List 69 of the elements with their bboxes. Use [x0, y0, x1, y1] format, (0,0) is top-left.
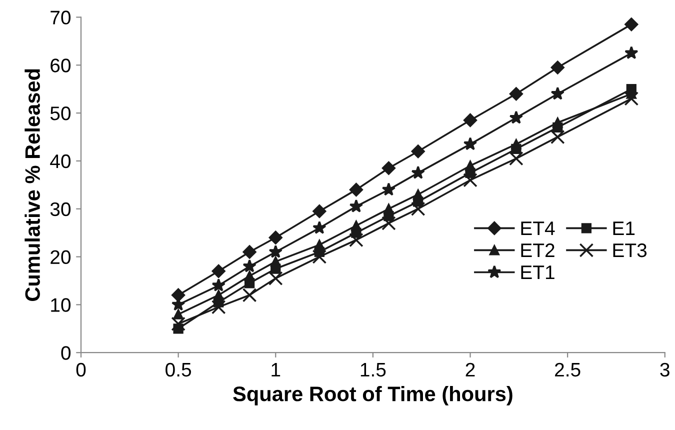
x-tick-label: 1: [272, 363, 280, 376]
point: [312, 220, 326, 234]
point: [411, 144, 425, 158]
y-tick-label: 30: [50, 202, 71, 216]
point: [351, 220, 362, 231]
point: [382, 161, 396, 175]
point: [268, 271, 283, 286]
point: [244, 270, 255, 282]
y-tick-label: 70: [50, 10, 71, 24]
legend-label: E1: [613, 222, 635, 235]
point: [242, 245, 256, 259]
y-tick-label: 60: [50, 58, 71, 72]
y-tick-label: 0: [61, 346, 71, 360]
point: [314, 240, 324, 250]
point: [312, 250, 327, 264]
point: [624, 92, 639, 106]
point: [270, 256, 281, 267]
point: [349, 199, 364, 212]
point: [463, 113, 478, 128]
y-axis-title: Cumulative % Released: [24, 69, 40, 301]
y-tick-label: 10: [51, 298, 71, 312]
x-tick-label: 0: [76, 362, 86, 377]
point: [410, 202, 426, 216]
point: [382, 216, 396, 230]
point: [465, 160, 476, 171]
point: [382, 182, 396, 196]
legend-label: ET4: [521, 222, 555, 235]
point: [212, 278, 226, 292]
point: [511, 139, 522, 150]
point: [509, 151, 524, 166]
point: [550, 130, 565, 144]
x-axis-title: Square Root of Time (hours): [233, 386, 512, 406]
point: [509, 110, 524, 124]
point: [173, 309, 184, 320]
point: [171, 316, 186, 332]
point: [268, 244, 282, 258]
point: [550, 86, 564, 100]
x-tick-label: 1.5: [360, 363, 386, 377]
point: [384, 204, 394, 214]
x-tick-label: 3: [660, 362, 670, 377]
point: [242, 259, 256, 272]
point: [268, 230, 282, 244]
legend-label: ET3: [613, 243, 647, 258]
point: [550, 60, 564, 74]
point: [312, 204, 326, 218]
point: [411, 166, 425, 179]
point: [463, 172, 478, 188]
y-tick-label: 50: [50, 106, 71, 120]
legend-label: ET1: [521, 266, 554, 280]
point: [624, 18, 638, 32]
y-tick-label: 20: [50, 250, 71, 264]
y-tick-label: 40: [50, 154, 71, 168]
legend-label: ET2: [521, 243, 554, 258]
point: [212, 264, 226, 278]
x-tick-label: 2.5: [555, 362, 580, 377]
point: [242, 288, 257, 302]
point: [463, 137, 478, 150]
point: [349, 182, 363, 196]
point: [211, 300, 226, 314]
point: [624, 46, 638, 60]
point: [509, 87, 523, 101]
point: [214, 290, 224, 300]
point: [552, 118, 563, 128]
x-tick-label: 2: [466, 362, 475, 376]
point: [173, 324, 184, 334]
x-tick-label: 0.5: [166, 362, 192, 377]
point: [413, 189, 424, 200]
point: [349, 232, 364, 248]
point: [172, 288, 186, 302]
